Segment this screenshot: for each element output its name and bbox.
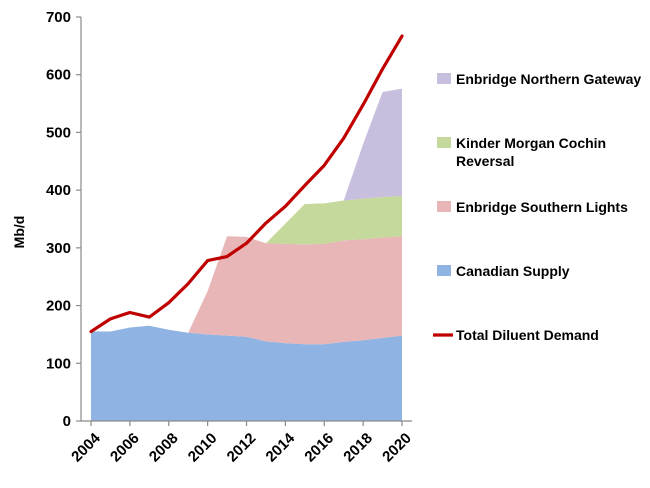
y-tick-label: 300 bbox=[46, 240, 71, 257]
legend-swatch bbox=[437, 265, 451, 276]
legend-label: Kinder Morgan Cochin Reversal bbox=[456, 135, 606, 169]
y-tick-label: 500 bbox=[46, 124, 71, 141]
x-axis-ticks: 2004 2006 2008 2010 2012 2014 2016 2018 2020 bbox=[68, 421, 415, 465]
demand-line-layer bbox=[89, 34, 404, 334]
legend-item-enbridge-southern-lights: Enbridge Southern Lights bbox=[437, 199, 628, 215]
x-tick-label: 2006 bbox=[107, 430, 143, 466]
legend-label: Enbridge Northern Gateway bbox=[456, 71, 641, 87]
y-tick-label: 700 bbox=[46, 9, 71, 26]
x-tick-label: 2012 bbox=[224, 430, 260, 466]
x-tick-label: 2020 bbox=[379, 430, 415, 466]
area-kinder-morgan-cochin-reversal bbox=[265, 195, 402, 245]
y-tick-label: 0 bbox=[63, 413, 71, 430]
x-tick-label: 2018 bbox=[340, 430, 376, 466]
legend-swatch bbox=[437, 201, 451, 212]
line-total-diluent-demand bbox=[89, 34, 404, 334]
stacked-areas bbox=[91, 88, 402, 421]
y-axis-label: Mb/d bbox=[11, 216, 27, 249]
y-tick-label: 200 bbox=[46, 298, 71, 315]
legend-label: Enbridge Southern Lights bbox=[456, 199, 628, 215]
y-tick-label: 100 bbox=[46, 355, 71, 372]
x-tick-label: 2008 bbox=[146, 430, 182, 466]
area-enbridge-northern-gateway bbox=[343, 88, 402, 201]
legend-swatch bbox=[437, 137, 451, 148]
area-enbridge-southern-lights bbox=[188, 236, 402, 345]
legend-item-enbridge-northern-gateway: Enbridge Northern Gateway bbox=[437, 71, 641, 87]
legend-item-canadian-supply: Canadian Supply bbox=[437, 263, 570, 279]
legend-label: Total Diluent Demand bbox=[456, 327, 599, 343]
x-tick-label: 2010 bbox=[185, 430, 221, 466]
y-tick-label: 400 bbox=[46, 182, 71, 199]
legend-item-total-diluent-demand: Total Diluent Demand bbox=[433, 327, 599, 343]
x-tick-label: 2004 bbox=[68, 429, 104, 465]
x-tick-label: 2014 bbox=[263, 429, 299, 465]
legend: Enbridge Northern Gateway Kinder Morgan C… bbox=[433, 71, 641, 343]
legend-item-kinder-morgan-cochin-reversal: Kinder Morgan Cochin Reversal bbox=[437, 135, 606, 169]
y-axis-ticks: 0 100 200 300 400 500 600 700 bbox=[46, 9, 81, 430]
y-tick-label: 600 bbox=[46, 67, 71, 84]
x-tick-label: 2016 bbox=[301, 430, 337, 466]
legend-swatch bbox=[437, 73, 451, 84]
area-canadian-supply bbox=[91, 325, 402, 421]
legend-label: Canadian Supply bbox=[456, 263, 570, 279]
